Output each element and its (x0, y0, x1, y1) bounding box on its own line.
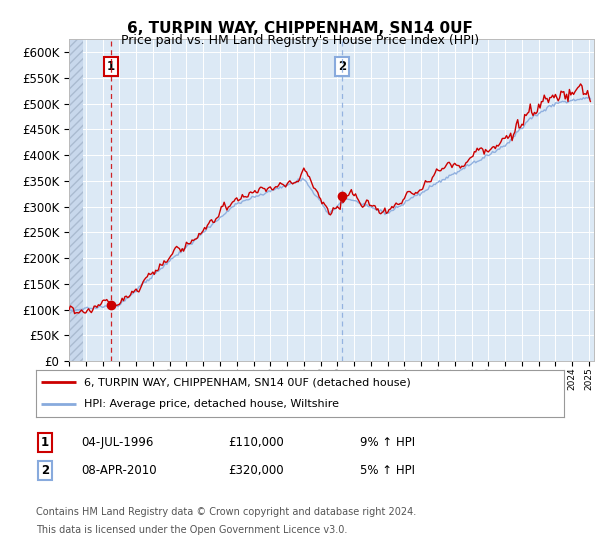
Text: 2: 2 (41, 464, 49, 477)
Text: This data is licensed under the Open Government Licence v3.0.: This data is licensed under the Open Gov… (36, 525, 347, 535)
Text: 08-APR-2010: 08-APR-2010 (81, 464, 157, 477)
Text: HPI: Average price, detached house, Wiltshire: HPI: Average price, detached house, Wilt… (83, 399, 338, 409)
Text: 1: 1 (107, 60, 115, 73)
Text: 9% ↑ HPI: 9% ↑ HPI (360, 436, 415, 449)
Text: 2: 2 (338, 60, 346, 73)
Text: 1: 1 (41, 436, 49, 449)
Text: 5% ↑ HPI: 5% ↑ HPI (360, 464, 415, 477)
Text: Price paid vs. HM Land Registry's House Price Index (HPI): Price paid vs. HM Land Registry's House … (121, 34, 479, 46)
Text: 6, TURPIN WAY, CHIPPENHAM, SN14 0UF (detached house): 6, TURPIN WAY, CHIPPENHAM, SN14 0UF (det… (83, 377, 410, 388)
Text: 04-JUL-1996: 04-JUL-1996 (81, 436, 154, 449)
Text: £110,000: £110,000 (228, 436, 284, 449)
Bar (69, 39, 83, 361)
Text: £320,000: £320,000 (228, 464, 284, 477)
Text: 6, TURPIN WAY, CHIPPENHAM, SN14 0UF: 6, TURPIN WAY, CHIPPENHAM, SN14 0UF (127, 21, 473, 36)
Text: Contains HM Land Registry data © Crown copyright and database right 2024.: Contains HM Land Registry data © Crown c… (36, 507, 416, 517)
